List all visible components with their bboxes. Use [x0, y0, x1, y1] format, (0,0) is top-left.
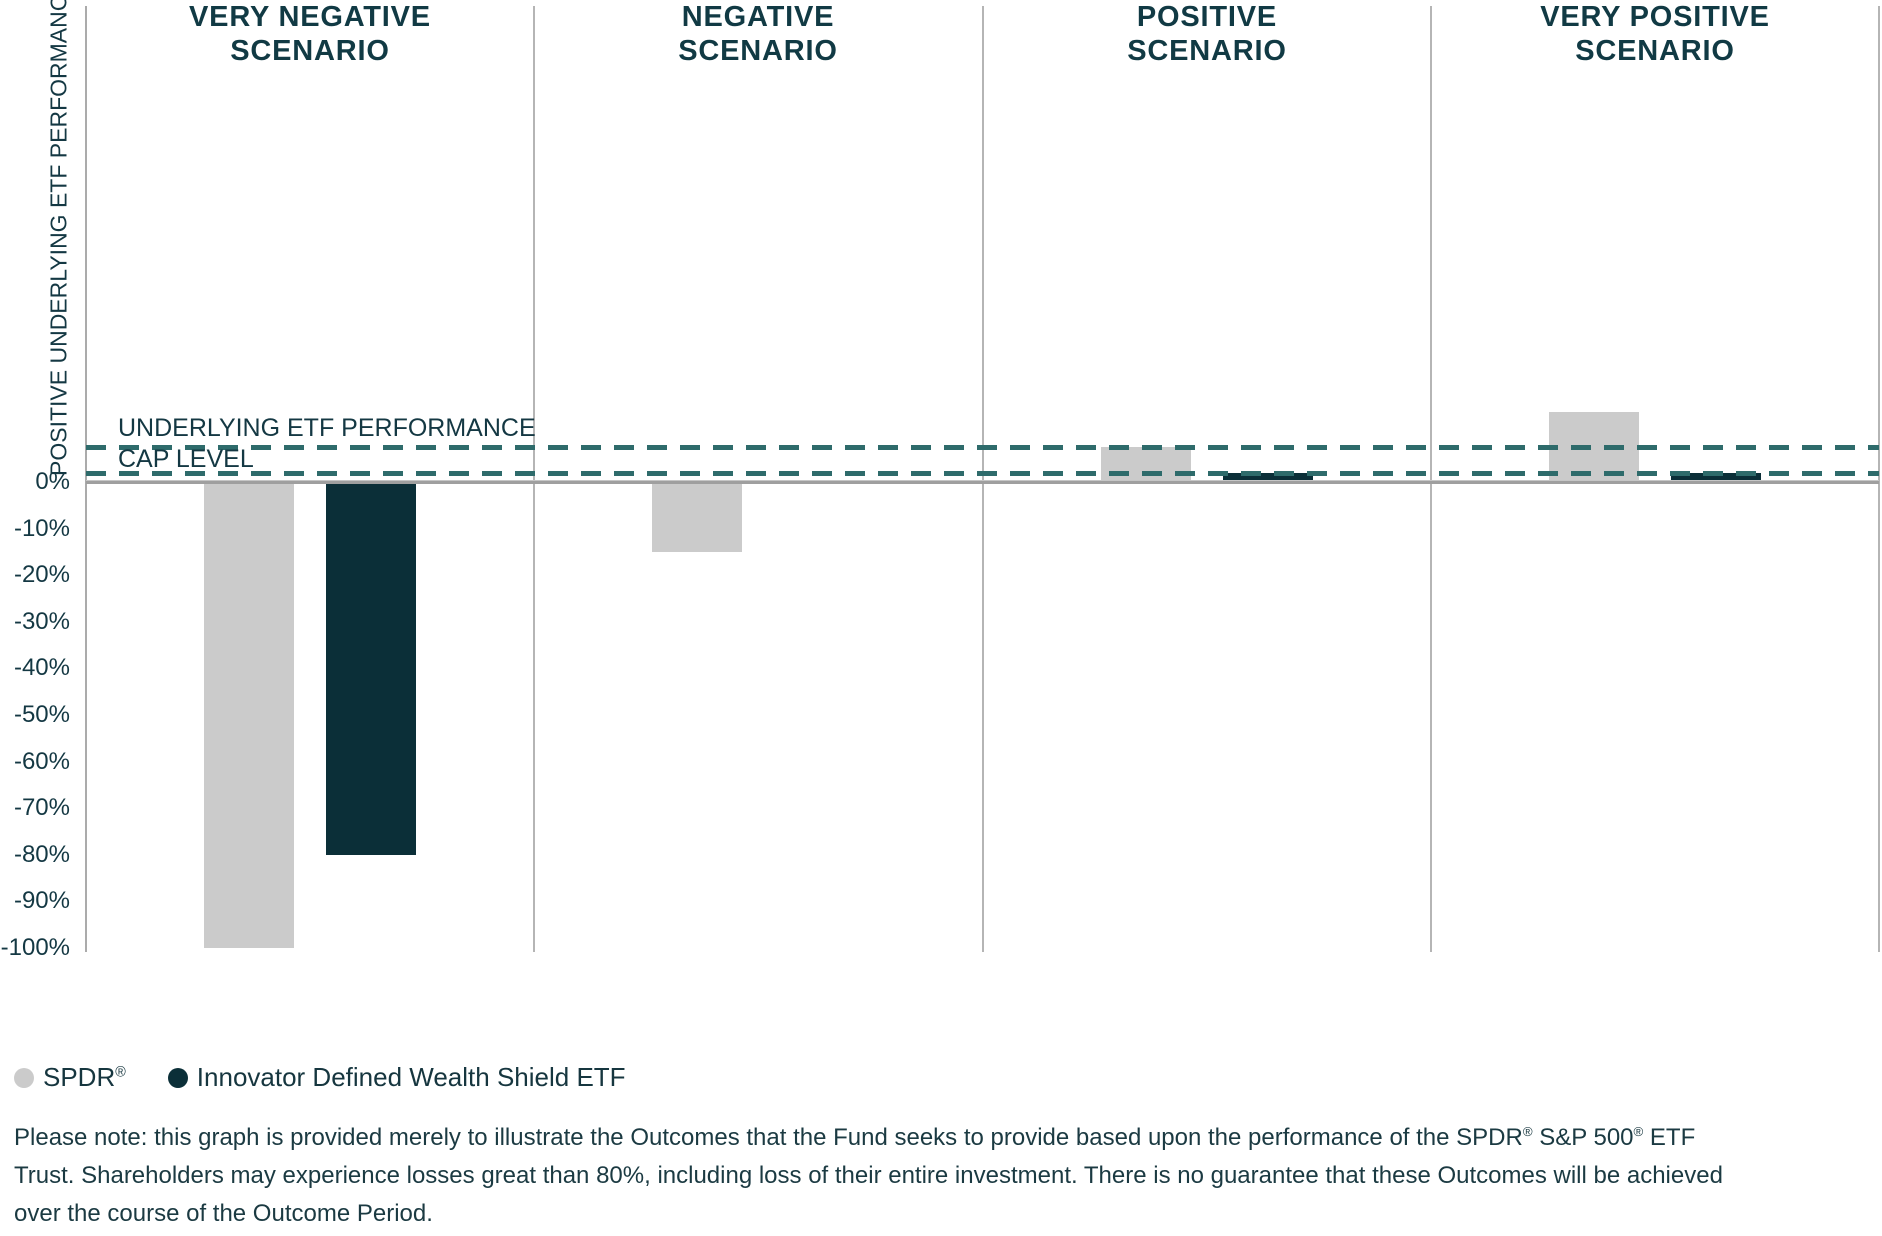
y-tick-100: -100% — [0, 934, 70, 961]
legend-label-spdr: SPDR® — [43, 1062, 126, 1092]
reference-line-cap-level — [86, 471, 1879, 476]
scenario-header-very-positive-scenario: VERY POSITIVE SCENARIO — [1540, 1, 1770, 67]
column-divider — [1430, 6, 1432, 952]
legend-swatch-spdr — [14, 1067, 34, 1088]
y-axis-line — [85, 6, 87, 952]
y-tick-60: -60% — [13, 748, 70, 775]
scenario-header-negative-scenario: NEGATIVE SCENARIO — [678, 1, 838, 67]
legend-swatch-innovator-defined-wealth-shield-etf — [167, 1067, 188, 1088]
y-tick-50: -50% — [13, 701, 70, 728]
innovator-bar-very-negative-scenario — [326, 482, 416, 855]
legend-label-innovator-defined-wealth-shield-etf: Innovator Defined Wealth Shield ETF — [196, 1062, 626, 1092]
spdr-bar-positive-scenario — [1101, 447, 1191, 482]
y-tick-30: -30% — [13, 608, 70, 635]
y-tick-10: -10% — [13, 515, 70, 542]
column-divider — [533, 6, 535, 952]
scenario-header-very-negative-scenario: VERY NEGATIVE SCENARIO — [189, 1, 431, 67]
zero-axis-line — [86, 480, 1879, 484]
spdr-bar-very-negative-scenario — [204, 482, 294, 948]
underlying-etf-performance-label: UNDERLYING ETF PERFORMANCE — [118, 414, 536, 442]
y-tick-70: -70% — [13, 794, 70, 821]
innovator-bar-positive-scenario — [1223, 473, 1313, 482]
column-divider — [982, 6, 984, 952]
reference-line-underlying-etf-performance — [86, 445, 1879, 450]
y-tick-90: -90% — [13, 887, 70, 914]
legend-item-spdr: SPDR® — [14, 1062, 126, 1093]
legend: SPDR® Innovator Defined Wealth Shield ETF — [14, 1062, 626, 1093]
innovator-bar-very-positive-scenario — [1671, 473, 1761, 482]
column-divider — [1878, 6, 1880, 952]
legend-item-innovator-defined-wealth-shield-etf: Innovator Defined Wealth Shield ETF — [167, 1062, 626, 1093]
footnote-line-1: Please note: this graph is provided mere… — [14, 1124, 1696, 1151]
y-tick-20: -20% — [13, 561, 70, 588]
footnote: Please note: this graph is provided mere… — [14, 1119, 1723, 1233]
y-tick-80: -80% — [13, 841, 70, 868]
y-tick-0: 0% — [35, 468, 70, 495]
footnote-line-3: over the course of the Outcome Period. — [14, 1200, 433, 1227]
footnote-line-2: Trust. Shareholders may experience losse… — [14, 1162, 1723, 1189]
y-axis-title: POSITIVE UNDERLYING ETF PERFORMANCE — [45, 0, 72, 477]
scenario-header-positive-scenario: POSITIVE SCENARIO — [1127, 1, 1287, 67]
spdr-bar-negative-scenario — [652, 482, 742, 552]
cap-level-label: CAP LEVEL — [118, 445, 254, 473]
y-tick-40: -40% — [13, 654, 70, 681]
